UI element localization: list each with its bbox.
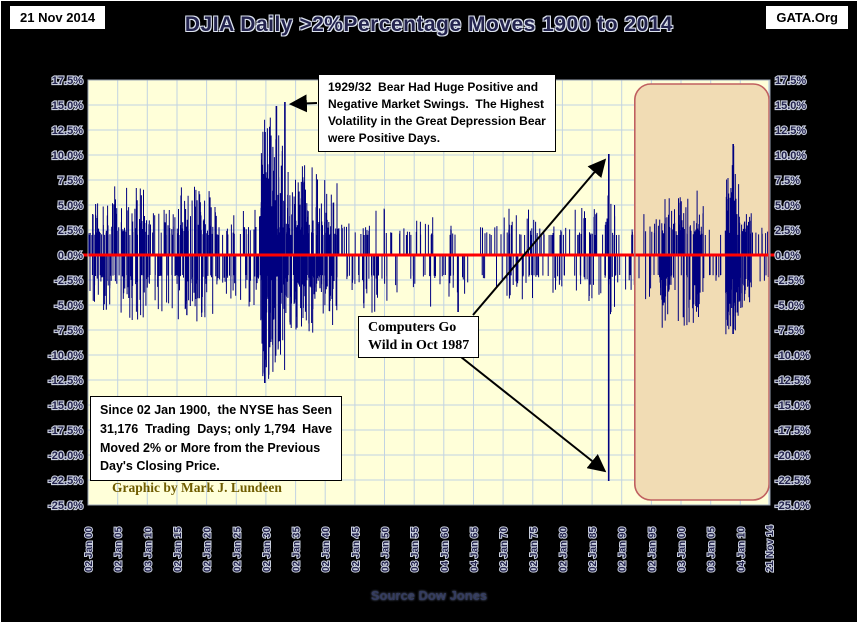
x-tick-label: 02 Jan 90 [618,527,629,572]
y-tick-label-left: -25.0% [48,500,83,512]
x-tick-label: 02 Jan 40 [321,527,332,572]
annotation-1929-bear-note: 1929/32 Bear Had Huge Positive and Negat… [318,74,556,153]
y-tick-label-right: 0.0% [775,250,800,262]
x-tick-label: 02 Jan 75 [529,527,540,572]
y-tick-label-right: 12.5% [775,125,806,137]
x-tick-label: 02 Jan 70 [499,527,510,572]
y-tick-label-left: 12.5% [52,125,83,137]
y-tick-label-left: -20.0% [48,450,83,462]
x-tick-label: 04 Jan 60 [440,527,451,572]
x-tick-label: 04 Jan 65 [470,527,481,572]
x-tick-label: 02 Jan 20 [203,527,214,572]
page-title: DJIA Daily >2%Percentage Moves 1900 to 2… [184,13,674,36]
x-tick-label: 03 Jan 50 [381,527,392,572]
y-tick-label-right: 15.0% [775,100,806,112]
y-tick-label-left: 7.5% [58,175,83,187]
x-tick-label: 02 Jan 15 [173,527,184,572]
y-tick-label-left: -12.5% [48,375,83,387]
y-tick-label-left: -2.5% [54,275,83,287]
y-tick-label-left: 0.0% [58,250,83,262]
x-tick-label: 02 Jan 30 [262,527,273,572]
y-tick-label-left: 17.5% [52,75,83,87]
y-tick-label-right: 2.5% [775,225,800,237]
x-tick-label: 21 Nov 14 [765,525,776,572]
y-tick-label-right: 5.0% [775,200,800,212]
annotation-arrow [472,158,607,316]
y-tick-label-right: -17.5% [775,425,810,437]
y-axis-labels: 17.5% 17.5% 15.0% 15.0% 12.5% 12.5% 10.0% 10.0%… [47,74,811,513]
y-tick-label-right: -15.0% [775,400,810,412]
y-tick-label-right: -12.5% [775,375,810,387]
annotation-arrow [288,94,318,113]
y-tick-label-right: 10.0% [775,150,806,162]
x-tick-label: 04 Jan 10 [736,527,747,572]
annotation-nyse-stats-note: Since 02 Jan 1900, the NYSE has Seen 31,… [90,396,343,481]
x-tick-label: 02 Jan 25 [232,527,243,572]
y-tick-label-left: 5.0% [58,200,83,212]
graphic-credit: Graphic by Mark J. Lundeen [112,480,282,495]
x-tick-label: 02 Jan 05 [114,527,125,572]
y-tick-label-right: -5.0% [775,300,804,312]
y-tick-label-right: -2.5% [775,275,804,287]
x-tick-label: 02 Jan 35 [292,527,303,572]
x-tick-label: 03 Jan 10 [143,527,154,572]
notable-spike-bars [264,102,735,481]
y-tick-label-left: 2.5% [58,225,83,237]
report-date-box: 21 Nov 2014 [9,5,107,30]
gata-org-box: GATA.Org [765,5,849,30]
annotation-arrows [288,94,607,473]
y-tick-label-left: -10.0% [48,350,83,362]
x-tick-label: 02 Jan 80 [558,527,569,572]
annotation-arrow [460,356,607,473]
y-tick-label-left: -22.5% [48,475,83,487]
x-tick-label: 02 Jan 95 [647,527,658,572]
highlight-region-border [633,83,770,501]
y-tick-label-right: -22.5% [775,475,810,487]
y-tick-label-right: -25.0% [775,500,810,512]
y-tick-label-left: -5.0% [54,300,83,312]
x-axis-labels: 02 Jan 00 02 Jan 05 03 Jan 10 02 Jan 15 02 J… [83,524,777,573]
source-label: Source Dow Jones [370,588,488,603]
x-tick-label: 03 Jan 00 [677,527,688,572]
x-tick-label: 03 Jan 55 [410,527,421,572]
y-tick-label-right: 17.5% [775,75,806,87]
y-tick-label-right: 7.5% [775,175,800,187]
y-tick-label-left: 15.0% [52,100,83,112]
x-tick-label: 02 Jan 45 [351,527,362,572]
daily-move-bars [87,117,770,379]
y-tick-label-right: -7.5% [775,325,804,337]
y-tick-label-left: 10.0% [52,150,83,162]
y-tick-label-left: -7.5% [54,325,83,337]
y-tick-label-left: -15.0% [48,400,83,412]
annotation-computers-1987-note: Computers Go Wild in Oct 1987 [358,316,480,359]
x-tick-label: 02 Jan 00 [84,527,95,572]
y-tick-label-right: -20.0% [775,450,810,462]
y-tick-label-right: -10.0% [775,350,810,362]
x-tick-label: 03 Jan 05 [707,527,718,572]
y-tick-label-left: -17.5% [48,425,83,437]
x-tick-label: 02 Jan 85 [588,527,599,572]
